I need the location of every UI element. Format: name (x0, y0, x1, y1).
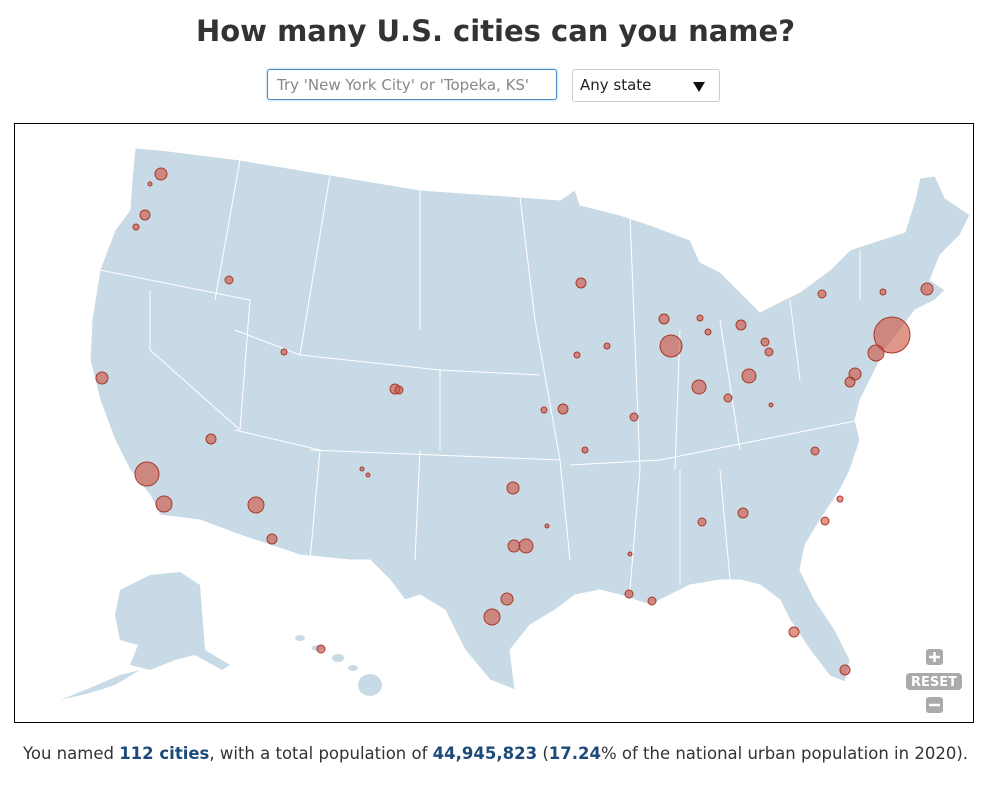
zoom-in-icon (929, 652, 940, 662)
hawaii (295, 635, 382, 696)
reset-label: RESET (911, 675, 957, 690)
state-borders (99, 159, 861, 591)
summary-suffix: % of the national urban population in 20… (600, 744, 968, 763)
dropdown-arrow (693, 82, 705, 92)
population-percent: 17.24 (548, 744, 601, 763)
city-markers (95, 167, 934, 676)
state-select[interactable]: Any state (572, 69, 720, 102)
summary-prefix: You named (23, 744, 114, 763)
summary: You named 112 cities, with a total popul… (0, 744, 991, 763)
map-frame: RESET (14, 123, 974, 723)
total-population: 44,945,823 (432, 744, 538, 763)
contiguous-us (89, 147, 971, 691)
city-count: 112 cities (119, 744, 210, 763)
reset-button[interactable] (906, 673, 962, 690)
zoom-controls: RESET (906, 649, 962, 713)
state-select-label: Any state (580, 76, 652, 94)
summary-middle: , with a total population of (209, 744, 428, 763)
page-title: How many U.S. cities can you name? (195, 14, 796, 48)
alaska (60, 572, 230, 700)
us-map: RESET (60, 147, 971, 713)
summary-paren: ( (542, 744, 549, 763)
city-search-input[interactable]: Try 'New York City' or 'Topeka, KS' (267, 69, 557, 100)
